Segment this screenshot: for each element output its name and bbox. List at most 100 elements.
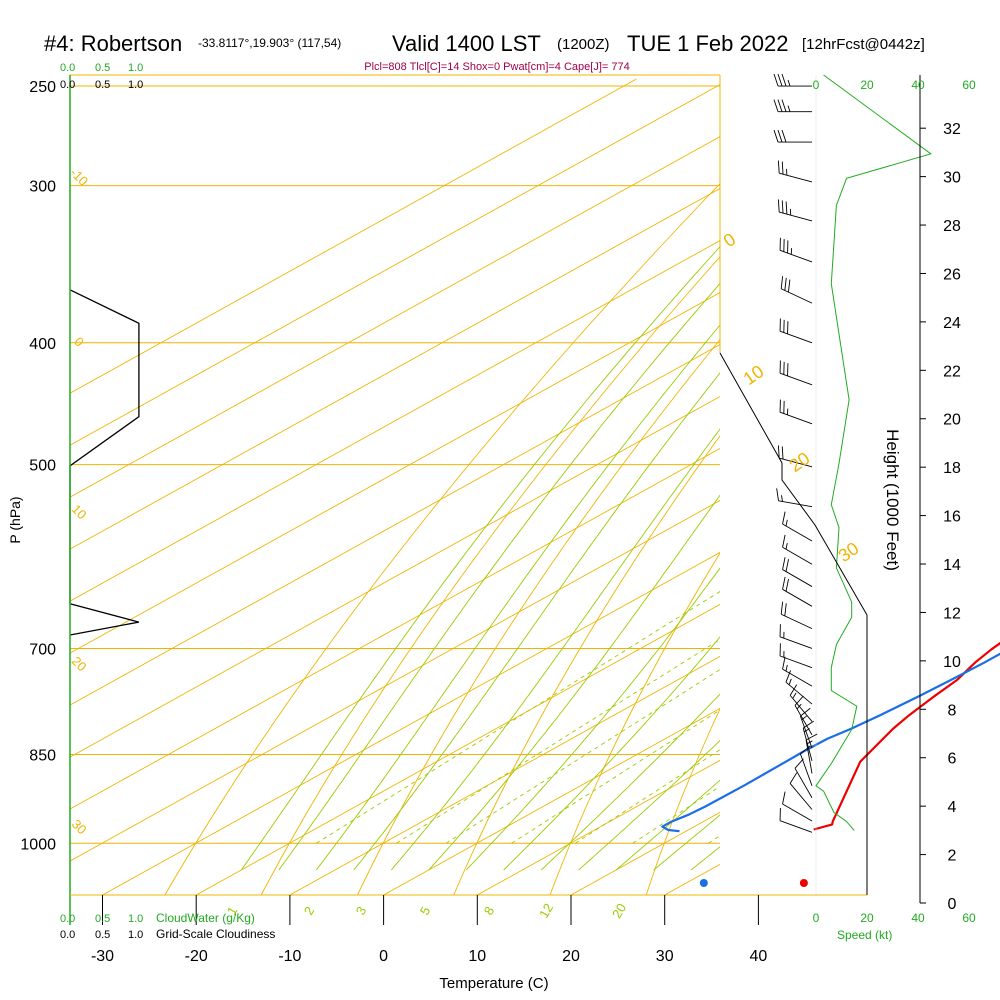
dry-adiabat-line [830, 47, 1000, 935]
surface-temperature-marker [799, 879, 808, 887]
isotherm-line [70, 188, 720, 550]
height-tick-label: 24 [943, 315, 961, 332]
wind-barb [777, 445, 813, 468]
moist-adiabat-line [315, 324, 720, 871]
mixing-ratio-label: 5 [417, 904, 434, 918]
mixing-ratio-line [316, 590, 720, 844]
temperature-profile [813, 641, 1000, 831]
moist-adiabat-line [390, 428, 720, 871]
mixing-ratio-label: 2 [301, 904, 318, 918]
height-tick-label: 2 [948, 848, 957, 865]
wind-barb [779, 399, 813, 425]
speed-label: Speed (kt) [837, 928, 892, 942]
cloudiness-label: Grid-Scale Cloudiness [156, 927, 275, 941]
dry-adiabat-line [549, 552, 720, 895]
dry-adiabat-label: 30 [835, 538, 863, 566]
y-axis-label: P (hPa) [7, 496, 23, 543]
height-axis-label: Height (1000 Feet) [883, 429, 902, 571]
x-tick-label: -20 [185, 948, 208, 965]
height-tick-label: 32 [943, 121, 961, 138]
x-tick-label: 10 [468, 948, 486, 965]
x-axis-label: Temperature (C) [439, 975, 548, 992]
wind-barb [779, 237, 813, 263]
dry-adiabat-label: 10 [69, 501, 90, 522]
mixing-ratio-label: 20 [609, 901, 629, 921]
cloudiness-tick-top-2: 1.0 [128, 79, 143, 91]
height-tick-label: 28 [943, 218, 961, 235]
wind-panel [773, 73, 932, 895]
wind-barb [789, 684, 813, 722]
cloudwater-tick-bottom-0: 0.0 [60, 913, 75, 925]
isotherm-line [852, 79, 1000, 895]
y-tick-label: 1000 [20, 836, 56, 853]
speed-tick-bottom-1: 20 [860, 911, 874, 925]
mixing-ratio-label: 3 [353, 904, 370, 918]
y-tick-label: 250 [29, 79, 56, 96]
dry-adiabat-line [929, 47, 1000, 935]
dry-adiabat-line [356, 338, 720, 895]
moist-adiabat-line [428, 494, 720, 871]
valid-time: Valid 1400 LST [392, 31, 541, 56]
wind-barb [779, 643, 813, 669]
cloudiness-tick-top-0: 0.0 [60, 79, 75, 91]
wind-speed-profile [815, 74, 932, 831]
wind-barb [773, 99, 812, 113]
isotherm-line [70, 499, 720, 862]
wind-barb [782, 557, 813, 587]
wind-barb [779, 360, 813, 386]
dewpoint-profile [661, 652, 1000, 833]
height-tick-label: 22 [943, 363, 961, 380]
dry-adiabat-label: 0 [71, 334, 87, 350]
wind-barb [782, 534, 813, 565]
wind-barb [777, 199, 813, 222]
isotherm-line [70, 84, 720, 446]
isotherm-line [70, 395, 720, 758]
cloudiness-tick-bottom-0: 0.0 [60, 929, 75, 941]
wind-barb [782, 656, 813, 687]
speed-tick-bottom-2: 40 [911, 911, 925, 925]
wind-barb [782, 791, 813, 822]
isotherm-line [70, 78, 637, 394]
mixing-ratio-label: 8 [481, 904, 498, 918]
frame-step-boundary [719, 352, 868, 895]
wind-barb [799, 745, 813, 786]
cloudiness-tick-top-1: 0.5 [95, 79, 110, 91]
height-tick-label: 18 [943, 460, 961, 477]
station-title: #4: Robertson [44, 31, 182, 56]
station-coords: -33.8117°,19.903° (117,54) [198, 36, 341, 50]
x-tick-label: 40 [750, 948, 768, 965]
wind-barb [785, 670, 813, 705]
wind-barb [789, 772, 813, 810]
wind-barb [780, 601, 813, 630]
y-tick-label: 500 [29, 458, 56, 475]
moist-adiabat-line [240, 246, 720, 871]
speed-tick-top-3: 60 [962, 78, 976, 92]
wind-barb [794, 695, 813, 736]
moist-adiabat-line [278, 282, 720, 871]
height-tick-label: 10 [943, 654, 961, 671]
speed-tick-bottom-0: 0 [813, 911, 820, 925]
grid-lines [70, 47, 1000, 935]
speed-tick-top-1: 20 [860, 78, 874, 92]
isotherm-line [664, 863, 720, 895]
isotherm-line [946, 79, 1000, 895]
moist-adiabat-line [540, 693, 720, 871]
dry-adiabat-label: 10 [740, 361, 768, 389]
height-tick-label: 6 [948, 751, 957, 768]
wind-barb [779, 807, 813, 833]
mixing-ratio-label: 12 [536, 901, 556, 921]
cloudwater-tick-top-0: 0.0 [60, 62, 75, 74]
x-tick-label: -10 [278, 948, 301, 965]
y-tick-label: 850 [29, 748, 56, 765]
isotherm-line [70, 240, 720, 602]
forecast-label: [12hrFcst@0442z] [802, 36, 925, 53]
wind-barb [780, 276, 813, 304]
speed-tick-bottom-3: 60 [962, 911, 976, 925]
wind-barb [799, 707, 813, 749]
mixing-ratio-line [396, 638, 720, 844]
isotherm-line [195, 603, 720, 895]
height-tick-label: 14 [943, 557, 961, 574]
wind-barb [782, 576, 813, 607]
wind-barb [779, 624, 813, 649]
cloudiness-tick-bottom-2: 1.0 [128, 929, 143, 941]
